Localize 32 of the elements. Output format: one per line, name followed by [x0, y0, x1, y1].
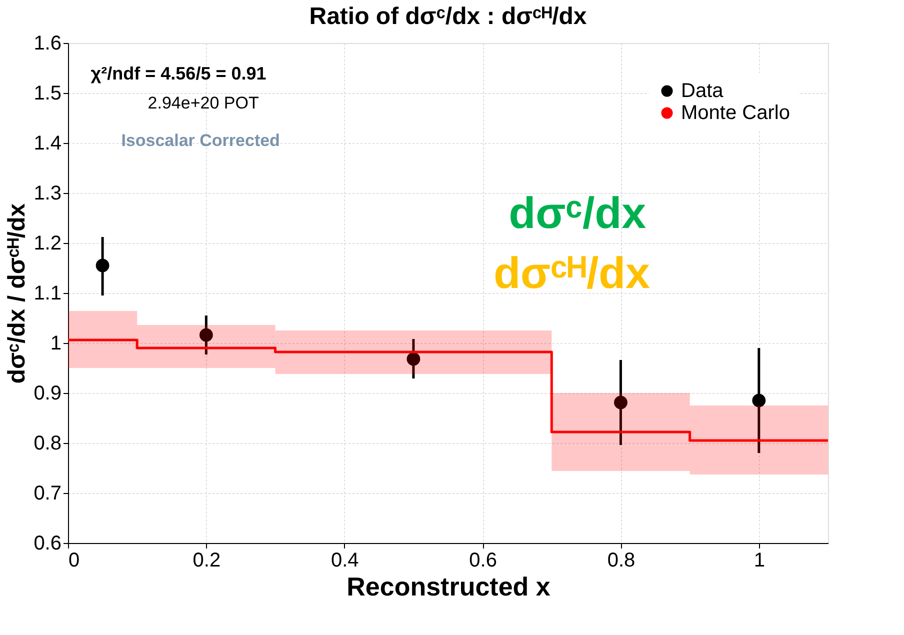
annotation: dσᶜᴴ/dx [494, 249, 651, 298]
annotation: χ²/ndf = 4.56/5 = 0.91 [90, 64, 266, 84]
y-tick-label: 1.6 [34, 32, 62, 54]
x-tick-label: 0.4 [330, 550, 359, 572]
y-tick-label: 1 [50, 332, 62, 354]
x-tick-label: 0.6 [469, 550, 497, 572]
y-tick-label: 0.8 [34, 432, 62, 454]
y-tick-label: 0.9 [34, 382, 62, 404]
point [199, 328, 213, 342]
annotation: Isoscalar Corrected [121, 131, 280, 150]
x-tick-label: 1 [754, 550, 765, 572]
x-tick-label: 0.8 [607, 550, 636, 572]
annotation: 2.94e+20 POT [148, 94, 259, 112]
legend-label: Monte Carlo [681, 102, 790, 124]
legend-label: Data [681, 80, 724, 102]
point [614, 396, 628, 410]
x-tick-label: 0.2 [192, 550, 221, 572]
point [752, 394, 766, 408]
y-tick-label: 1.4 [34, 132, 62, 154]
y-tick-label: 0.6 [34, 532, 62, 554]
y-tick-label: 0.7 [34, 482, 62, 504]
y-tick-label: 1.3 [34, 182, 62, 204]
annotation: dσᶜ/dx [508, 189, 647, 238]
x-axis-title: Reconstructed x [346, 572, 551, 602]
point [96, 258, 110, 272]
chart-title: Ratio of dσᶜ/dx : dσᶜᴴ/dx [309, 3, 588, 30]
y-tick-label: 1.5 [34, 82, 62, 104]
y-tick-label: 1.2 [34, 232, 62, 254]
y-tick-label: 1.1 [34, 282, 62, 304]
point [406, 352, 420, 366]
x-tick-label: 0 [68, 550, 80, 572]
y-axis-title: dσᶜ/dx / dσᶜᴴ/dx [4, 202, 31, 384]
